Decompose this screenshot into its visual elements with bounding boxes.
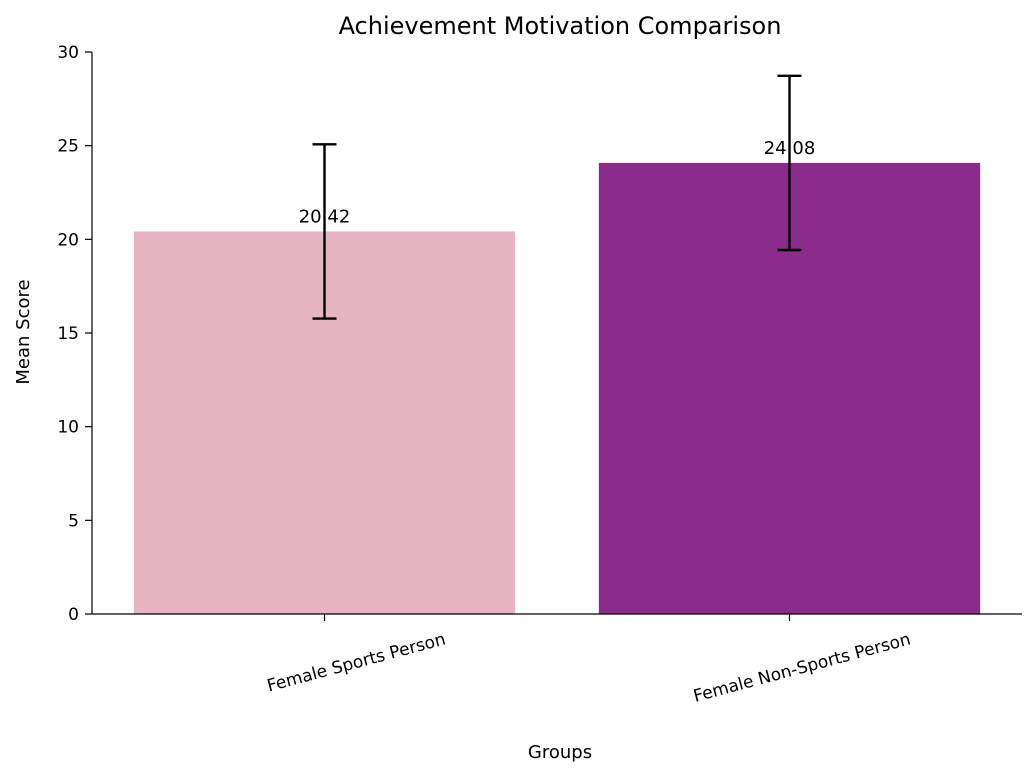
y-tick-label-10: 10 <box>57 418 79 438</box>
error-bars-layer <box>312 74 802 320</box>
y-tick-label-0: 0 <box>68 605 79 625</box>
y-tick-label-25: 25 <box>57 137 79 157</box>
y-ticks-layer: 0 5 10 15 20 25 30 <box>57 43 92 625</box>
x-ticks-layer: Female Sports Person Female Non-Sports Pe… <box>265 614 913 707</box>
value-label-1: 20.42 <box>299 206 351 227</box>
x-tick-label-2: Female Non-Sports Person <box>691 630 912 707</box>
y-tick-label-30: 30 <box>57 43 79 63</box>
y-axis-label: Mean Score <box>13 279 34 384</box>
value-label-2: 24.08 <box>764 138 816 159</box>
x-tick-label-1: Female Sports Person <box>265 630 448 697</box>
y-tick-label-15: 15 <box>57 324 79 344</box>
y-tick-label-5: 5 <box>68 511 79 531</box>
bars-layer <box>133 162 981 614</box>
chart-title: Achievement Motivation Comparison <box>339 12 782 40</box>
x-axis-label: Groups <box>528 742 592 763</box>
value-labels-layer: 20.42 24.08 <box>299 138 816 228</box>
y-tick-label-20: 20 <box>57 230 79 250</box>
